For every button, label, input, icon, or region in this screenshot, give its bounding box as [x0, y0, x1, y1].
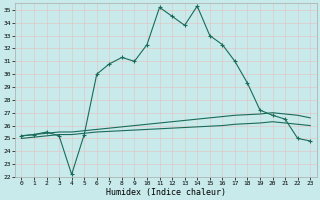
X-axis label: Humidex (Indice chaleur): Humidex (Indice chaleur): [106, 188, 226, 197]
